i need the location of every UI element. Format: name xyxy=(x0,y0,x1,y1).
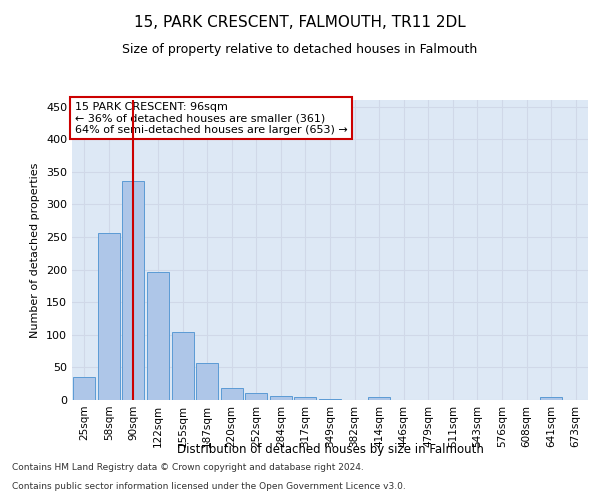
Bar xyxy=(172,332,194,400)
Bar xyxy=(122,181,145,400)
Bar xyxy=(368,396,390,400)
Bar xyxy=(221,388,243,400)
Y-axis label: Number of detached properties: Number of detached properties xyxy=(31,162,40,338)
Bar xyxy=(98,233,120,400)
Text: Contains HM Land Registry data © Crown copyright and database right 2024.: Contains HM Land Registry data © Crown c… xyxy=(12,464,364,472)
Text: 15, PARK CRESCENT, FALMOUTH, TR11 2DL: 15, PARK CRESCENT, FALMOUTH, TR11 2DL xyxy=(134,15,466,30)
Text: Distribution of detached houses by size in Falmouth: Distribution of detached houses by size … xyxy=(176,442,484,456)
Text: Size of property relative to detached houses in Falmouth: Size of property relative to detached ho… xyxy=(122,42,478,56)
Bar xyxy=(270,396,292,400)
Bar xyxy=(147,272,169,400)
Bar xyxy=(73,377,95,400)
Text: 15 PARK CRESCENT: 96sqm
← 36% of detached houses are smaller (361)
64% of semi-d: 15 PARK CRESCENT: 96sqm ← 36% of detache… xyxy=(74,102,347,134)
Bar xyxy=(295,398,316,400)
Bar xyxy=(540,398,562,400)
Text: Contains public sector information licensed under the Open Government Licence v3: Contains public sector information licen… xyxy=(12,482,406,491)
Bar xyxy=(245,394,268,400)
Bar xyxy=(196,363,218,400)
